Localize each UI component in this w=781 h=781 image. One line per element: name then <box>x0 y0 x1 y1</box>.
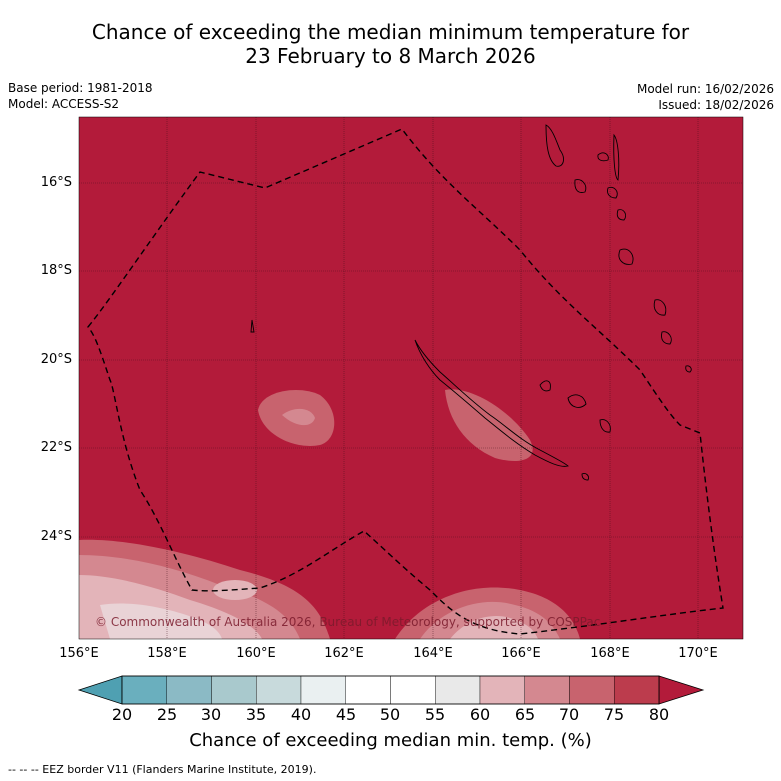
ambrym-coast <box>607 186 618 199</box>
colorbar-tick: 75 <box>603 705 625 724</box>
map-title-line2: 23 February to 8 March 2026 <box>245 44 536 68</box>
colorbar-segment <box>211 675 257 705</box>
issued-date: Issued: 18/02/2026 <box>658 98 774 112</box>
map-frame <box>78 116 744 640</box>
chesterfield-coast <box>250 319 255 333</box>
coastlines <box>250 124 692 481</box>
copyright-watermark: © Commonwealth of Australia 2026, Bureau… <box>95 615 600 629</box>
graticule <box>79 117 743 639</box>
colorbar-segment <box>479 675 525 705</box>
lon-label-162e: 162°E <box>324 646 364 661</box>
malekula-coast <box>574 179 587 193</box>
lon-label-156e: 156°E <box>59 646 99 661</box>
colorbar-tick: 70 <box>558 705 580 724</box>
colorbar-segment <box>524 675 570 705</box>
lat-label-22s: 22°S <box>40 440 72 455</box>
colorbar-tick: 55 <box>424 705 446 724</box>
colorbar-segment <box>435 675 481 705</box>
colorbar-tick: 40 <box>290 705 312 724</box>
lat-label-16s: 16°S <box>40 175 72 190</box>
base-period: Base period: 1981-2018 <box>8 81 153 95</box>
efate-coast <box>618 248 634 265</box>
ambae-coast <box>597 152 609 162</box>
loyalty-island-coast <box>539 380 551 392</box>
eez-footnote: -- -- -- EEZ border V11 (Flanders Marine… <box>8 763 317 776</box>
lat-label-18s: 18°S <box>40 263 72 278</box>
colorbar-label: Chance of exceeding median min. temp. (%… <box>189 730 592 751</box>
lon-label-164e: 164°E <box>413 646 453 661</box>
contour-70-central <box>282 408 315 426</box>
lon-label-160e: 160°E <box>236 646 276 661</box>
aneityum-coast <box>685 365 692 373</box>
colorbar-frame <box>121 675 660 705</box>
colorbar-segment <box>300 675 346 705</box>
colorbar-tick: 35 <box>245 705 267 724</box>
colorbar-low-arrow <box>77 675 123 705</box>
model-run-date: Model run: 16/02/2026 <box>636 82 774 96</box>
epi-coast <box>616 209 627 221</box>
colorbar-segment <box>614 675 660 705</box>
lat-label-20s: 20°S <box>40 352 72 367</box>
colorbar-tick: 30 <box>200 705 222 724</box>
colorbar-tick: 45 <box>335 705 357 724</box>
map-background <box>79 117 743 639</box>
colorbar-segment <box>256 675 302 705</box>
model-name: Model: ACCESS-S2 <box>8 97 120 111</box>
colorbar-segment <box>121 675 167 705</box>
colorbar-segment <box>390 675 436 705</box>
contour-75-newcaledonia <box>445 389 533 461</box>
isle-of-pines-coast <box>581 473 589 481</box>
lon-label-168e: 168°E <box>590 646 630 661</box>
colorbar-tick: 65 <box>514 705 536 724</box>
tanna-coast <box>661 331 672 345</box>
colorbar-segment <box>166 675 212 705</box>
lat-label-24s: 24°S <box>40 529 72 544</box>
pentecost-coast <box>613 133 620 181</box>
colorbar-tick: 25 <box>156 705 178 724</box>
colorbar-tick: 50 <box>379 705 401 724</box>
espiritu-santo-coast <box>545 124 564 167</box>
colorbar-segment <box>345 675 391 705</box>
lon-label-166e: 166°E <box>501 646 541 661</box>
mare-coast <box>599 419 611 433</box>
colorbar-segment <box>569 675 615 705</box>
lon-label-158e: 158°E <box>147 646 187 661</box>
colorbar <box>77 675 705 705</box>
new-caledonia-coast <box>414 339 569 467</box>
lon-label-170e: 170°E <box>678 646 718 661</box>
eez-border <box>87 128 724 635</box>
map-title-line1: Chance of exceeding the median minimum t… <box>91 20 690 44</box>
contour-60 <box>100 603 222 639</box>
colorbar-tick: 20 <box>111 705 133 724</box>
colorbar-tick: 60 <box>469 705 491 724</box>
colorbar-tick: 80 <box>648 705 670 724</box>
colorbar-high-arrow <box>658 675 705 705</box>
lifou-coast <box>567 394 587 408</box>
erromango-coast <box>653 299 667 316</box>
